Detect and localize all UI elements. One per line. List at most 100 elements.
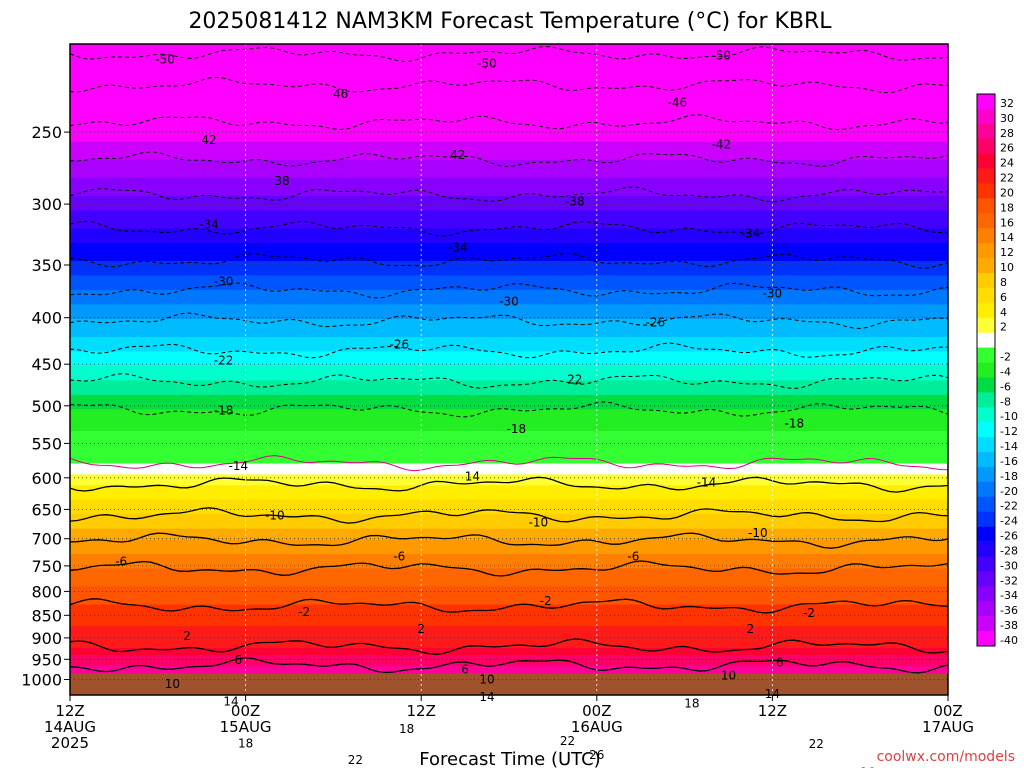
- colorbar-swatch: [977, 467, 995, 483]
- colorbar-swatch: [977, 392, 995, 408]
- temperature-band: [70, 275, 948, 280]
- contour-label: 6: [776, 656, 784, 670]
- contour-label: -10: [265, 508, 285, 522]
- x-tick-label: 00Z: [582, 702, 611, 720]
- temperature-band: [70, 561, 948, 566]
- temperature-band: [70, 445, 948, 450]
- colorbar-swatch: [977, 347, 995, 363]
- temperature-band: [70, 459, 948, 465]
- colorbar-label: 32: [1000, 97, 1014, 110]
- temperature-band: [70, 402, 948, 407]
- contour-labels: -50 -50 -50 46 -46 42 42 -42 38 -38 -34 -34 -34 -30 -3…: [115, 49, 875, 768]
- temperature-band: [70, 203, 948, 208]
- temperature-band: [70, 467, 948, 472]
- temperature-band: [70, 145, 948, 150]
- temperature-band: [70, 195, 948, 201]
- temperature-band: [70, 662, 948, 667]
- temperature-band: [70, 83, 948, 88]
- temperature-band: [70, 575, 948, 580]
- temperature-band: [70, 633, 948, 638]
- y-tick-label: 850: [31, 606, 62, 625]
- temperature-band: [70, 123, 948, 128]
- temperature-band: [70, 134, 948, 139]
- colorbar-swatch: [977, 526, 995, 542]
- temperature-band: [70, 101, 948, 107]
- colorbar-label: -30: [1000, 559, 1018, 572]
- temperature-band: [70, 586, 948, 591]
- temperature-band: [70, 261, 948, 266]
- temperature-band: [70, 423, 948, 428]
- temperature-band: [70, 268, 948, 273]
- temperature-band: [70, 333, 948, 338]
- ground-surface: [70, 673, 948, 695]
- temperature-band: [70, 666, 948, 671]
- contour-label: -30: [499, 295, 519, 309]
- contour-label: -6: [115, 555, 127, 569]
- temperature-band: [70, 655, 948, 660]
- temperature-band: [70, 499, 948, 504]
- temperature-band: [70, 629, 948, 635]
- temperature-band: [70, 69, 948, 74]
- colorbar-swatch: [977, 571, 995, 587]
- temperature-band: [70, 622, 948, 627]
- colorbar-swatch: [977, 556, 995, 572]
- temperature-band: [70, 72, 948, 78]
- temperature-band: [70, 481, 948, 486]
- temperature-band: [70, 228, 948, 233]
- contour-label: -30: [763, 286, 783, 300]
- temperature-band: [70, 485, 948, 490]
- temperature-band: [70, 590, 948, 595]
- isotherm-line: [70, 186, 948, 203]
- x-tick-label: 16AUG: [571, 718, 623, 736]
- colorbar-label: 8: [1000, 276, 1007, 289]
- temperature-band: [70, 553, 948, 559]
- y-tick-label: 900: [31, 629, 62, 648]
- temperature-band: [70, 517, 948, 522]
- colorbar-label: 6: [1000, 291, 1007, 304]
- contour-label: 18: [399, 722, 414, 736]
- colorbar-swatch: [977, 616, 995, 632]
- colorbar-label: -20: [1000, 485, 1018, 498]
- y-tick-label: 250: [31, 123, 62, 142]
- temperature-band: [70, 644, 948, 649]
- colorbar-swatch: [977, 452, 995, 468]
- temperature-band: [70, 351, 948, 356]
- colorbar-swatch: [977, 601, 995, 617]
- temperature-band: [70, 434, 948, 439]
- temperature-band: [70, 608, 948, 613]
- isotherm-line: [70, 657, 948, 674]
- temperature-band: [70, 221, 948, 226]
- temperature-band: [70, 271, 948, 277]
- temperature-band: [70, 279, 948, 284]
- x-tick-label: 14AUG: [44, 718, 96, 736]
- temperature-band: [70, 376, 948, 381]
- contour-label: 26: [860, 766, 875, 768]
- temperature-band: [70, 582, 948, 588]
- temperature-band: [70, 340, 948, 345]
- contour-label: 26: [589, 748, 604, 762]
- temperature-band: [70, 87, 948, 92]
- colorbar-label: -12: [1000, 425, 1018, 438]
- contour-label: -34: [741, 226, 761, 240]
- colorbar-swatch: [977, 302, 995, 319]
- colorbar-swatch: [977, 437, 995, 453]
- temperature-band: [70, 329, 948, 334]
- temperature-band: [70, 188, 948, 193]
- temperature-band: [70, 398, 948, 403]
- x-tick-label: 00Z: [231, 702, 260, 720]
- y-tick-label: 350: [31, 256, 62, 275]
- colorbar-swatch: [977, 198, 995, 214]
- temperature-band: [70, 568, 948, 573]
- temperature-band: [70, 463, 948, 468]
- colorbar-label: 12: [1000, 246, 1014, 259]
- isotherm-line: [70, 638, 948, 655]
- temperature-band: [70, 308, 948, 313]
- contour-label: -50: [477, 56, 497, 70]
- contour-label: -14: [697, 475, 717, 489]
- temperature-band: [70, 387, 948, 392]
- colorbar-label: -36: [1000, 604, 1018, 617]
- temperature-band: [70, 300, 948, 305]
- temperature-band: [70, 159, 948, 164]
- temperature-band: [70, 242, 948, 248]
- temperature-band: [70, 47, 948, 52]
